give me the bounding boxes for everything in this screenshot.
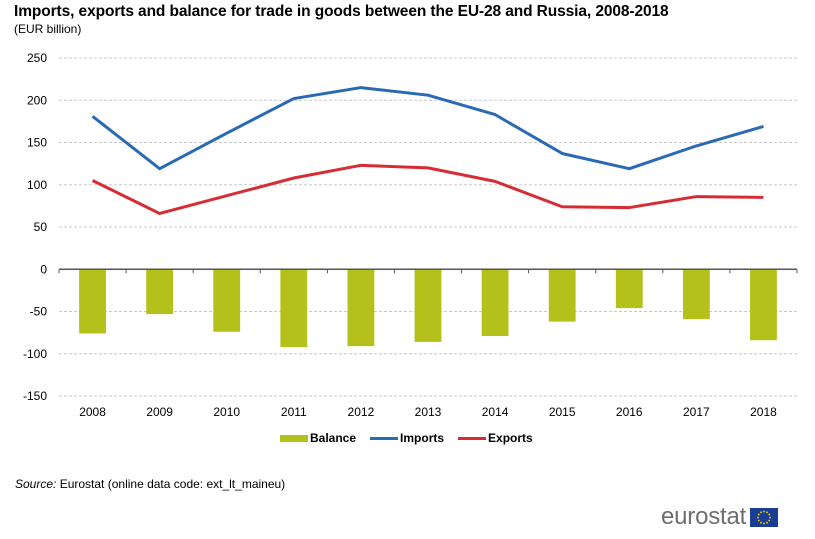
y-tick-label: -150 (23, 389, 47, 403)
source-label: Source: (15, 477, 57, 491)
flag-star (768, 513, 771, 515)
source-text: Eurostat (online data code: ext_lt_maine… (59, 477, 286, 491)
gridlines (59, 57, 797, 397)
y-tick-label: 200 (27, 93, 47, 107)
legend-label: Balance (310, 431, 357, 445)
y-axis-ticks: 250 200 150 100 50 0 -50 -100 -150 (23, 51, 47, 403)
balance-bar (682, 269, 710, 320)
x-tick-label: 2014 (482, 405, 509, 419)
balance-bar (347, 269, 375, 347)
balance-bars (79, 269, 777, 347)
balance-bar (79, 269, 106, 334)
x-tick-label: 2008 (79, 405, 106, 419)
y-tick-label: 0 (40, 262, 47, 276)
x-tick-label: 2011 (281, 405, 307, 419)
balance-bar (213, 269, 241, 332)
eu-flag-icon (750, 507, 779, 527)
flag-star (763, 510, 766, 512)
imports-swatch-icon (370, 436, 399, 440)
balance-bar (750, 269, 777, 341)
x-axis (58, 268, 798, 274)
flag-star (760, 510, 763, 513)
y-tick-label: 150 (27, 136, 47, 150)
flag-star (769, 516, 772, 518)
flag-star (757, 516, 760, 518)
balance-bar (481, 269, 509, 337)
exports-line (91, 163, 764, 215)
series-lines (91, 86, 764, 215)
legend-label: Exports (488, 431, 533, 445)
flag-star (766, 521, 769, 524)
balance-bar (414, 269, 442, 342)
flag-star (758, 513, 760, 515)
exports-swatch-icon (458, 436, 487, 440)
eurostat-logo: eurostat (661, 503, 779, 531)
source-note: Source: Eurostat (online data code: ext_… (15, 477, 285, 491)
x-axis-ticks: 2008 2009 2010 2011 2012 2013 2014 2015 2016 2017… (79, 405, 777, 419)
flag-star (768, 519, 771, 521)
balance-bar (280, 269, 308, 347)
flag-star (763, 522, 766, 524)
x-tick-label: 2016 (616, 405, 643, 419)
imports-line (91, 86, 764, 171)
x-tick-label: 2009 (146, 405, 173, 419)
x-tick-label: 2018 (750, 405, 777, 419)
legend-item-exports[interactable]: Exports (458, 431, 533, 445)
legend-item-balance[interactable]: Balance (280, 431, 356, 445)
balance-bar (615, 269, 643, 309)
flag-star (760, 521, 763, 524)
chart-subtitle: (EUR billion) (14, 22, 82, 36)
y-tick-label: 100 (27, 178, 47, 192)
y-tick-label: -50 (30, 305, 48, 319)
y-tick-label: -100 (23, 347, 47, 361)
flag-star (758, 519, 760, 521)
legend: Balance Imports Exports (280, 431, 547, 445)
x-tick-label: 2010 (213, 405, 240, 419)
x-tick-label: 2012 (348, 405, 375, 419)
chart-title: Imports, exports and balance for trade i… (14, 3, 669, 20)
legend-item-imports[interactable]: Imports (370, 431, 444, 445)
legend-label: Imports (400, 431, 445, 445)
x-tick-label: 2017 (683, 405, 710, 419)
flag-star (766, 510, 769, 513)
balance-swatch-icon (280, 434, 308, 442)
y-tick-label: 50 (34, 220, 48, 234)
logo-text: eurostat (661, 503, 747, 530)
y-tick-label: 250 (27, 51, 47, 65)
x-tick-label: 2015 (549, 405, 576, 419)
balance-bar (146, 269, 174, 315)
balance-bar (548, 269, 576, 322)
x-tick-label: 2013 (415, 405, 442, 419)
